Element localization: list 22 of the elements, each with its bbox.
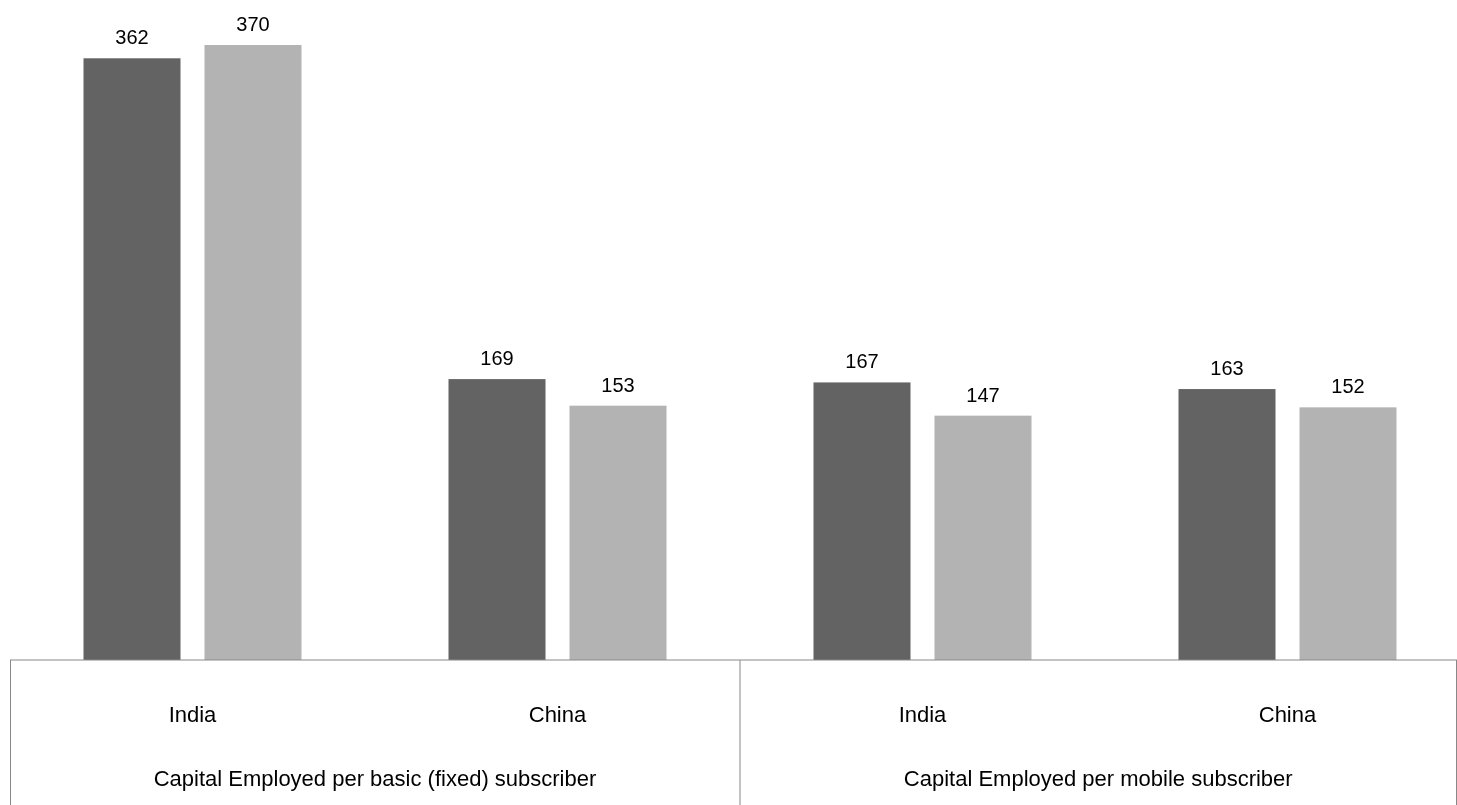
data-label: 147 <box>966 383 1000 406</box>
x-tick-label: China <box>1258 702 1317 727</box>
bar <box>813 382 911 660</box>
data-label: 167 <box>845 350 879 373</box>
data-label: 163 <box>1210 357 1244 380</box>
data-label: 169 <box>480 347 514 370</box>
data-label: 370 <box>236 13 270 35</box>
data-label: 362 <box>115 26 149 49</box>
text: Capital Employed per basic (fixed) subscriber <box>153 766 597 791</box>
x-tick-label: India <box>898 702 948 727</box>
bar <box>83 58 181 660</box>
bar <box>934 415 1032 660</box>
bar <box>569 405 667 660</box>
bar <box>204 45 302 660</box>
data-label: 152 <box>1331 375 1365 398</box>
bar <box>1178 389 1276 660</box>
bar <box>448 379 546 660</box>
text: Capital Employed per mobile subscriber <box>903 766 1293 791</box>
x-tick-label: India <box>168 702 218 727</box>
data-label: 153 <box>601 373 635 396</box>
x-tick-label: China <box>528 702 587 727</box>
bar <box>1299 407 1397 660</box>
